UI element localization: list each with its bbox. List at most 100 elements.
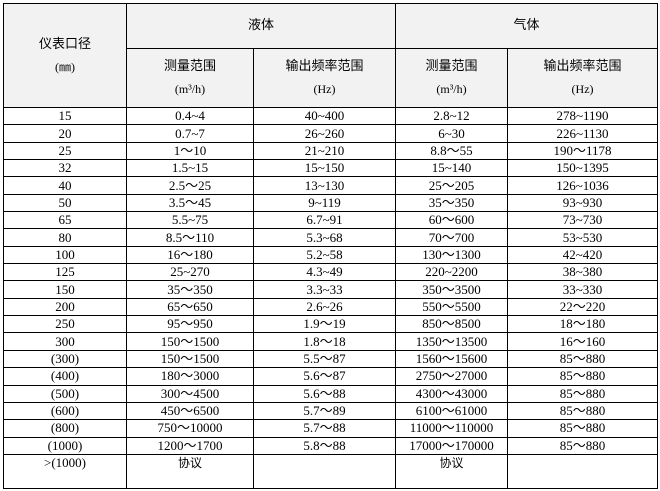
liquid-range-cell: 3.5～45 <box>126 193 254 213</box>
table-row: (800) 750～10000 5.7～88 11000～110000 85～880 <box>3 419 659 438</box>
gas-range-cell: 35～350 <box>395 193 509 213</box>
liquid-range-cell: 65～650 <box>126 297 254 317</box>
gas-range-cell: 2750～27000 <box>395 367 509 386</box>
table-row: 200 65～650 2.6~26 550～5500 22～220 <box>3 297 659 317</box>
label: 输出频率范围 <box>543 59 622 74</box>
gas-range-cell: 11000～110000 <box>395 419 509 438</box>
gas-freq-cell <box>507 453 659 489</box>
liquid-freq-cell: 5.7～89 <box>252 401 397 421</box>
liquid-freq-cell: 5.7～88 <box>252 419 397 438</box>
gas-range-cell: 350～3500 <box>395 280 509 299</box>
liquid-range-cell: 300～4500 <box>126 384 254 403</box>
diameter-cell: 15 <box>3 106 127 126</box>
liquid-range-cell: 150～1500 <box>126 349 254 369</box>
gas-range-cell: 1560～15600 <box>395 349 509 369</box>
gas-freq-cell: 53~530 <box>507 228 659 247</box>
diameter-cell: >(1000) <box>3 453 127 489</box>
gas-range-cell: 17000～170000 <box>395 436 509 455</box>
liquid-range-cell: 0.7~7 <box>126 124 254 143</box>
liquid-range-cell: 95～950 <box>126 315 254 334</box>
table-row: 150 35～350 3.3~33 350～3500 33~330 <box>3 280 659 299</box>
liquid-freq-cell: 13~130 <box>252 176 397 195</box>
liquid-range-cell: 1200～1700 <box>126 436 254 455</box>
label: 测量范围 <box>425 59 478 74</box>
table-row: 65 5.5~75 6.7~91 60～600 73~730 <box>3 211 659 230</box>
liquid-range-cell: 5.5~75 <box>126 211 254 230</box>
liquid-freq-cell: 5.5～87 <box>252 349 397 369</box>
liquid-freq-cell <box>252 453 397 489</box>
table-row: 250 95～950 1.9～19 850～8500 18～180 <box>3 315 659 334</box>
table-row: 50 3.5～45 9~119 35～350 93~930 <box>3 193 659 213</box>
table-row: (400) 180～3000 5.6～87 2750～27000 85～880 <box>3 367 659 386</box>
liquid-range-cell: 750～10000 <box>126 419 254 438</box>
gas-range-cell: 4300～43000 <box>395 384 509 403</box>
diameter-cell: 50 <box>3 193 127 213</box>
liquid-freq-cell: 15~150 <box>252 159 397 178</box>
table-row: (300) 150～1500 5.5～87 1560～15600 85～880 <box>3 349 659 369</box>
gas-freq-cell: 150~1395 <box>507 159 659 178</box>
gas-freq-cell: 16～160 <box>507 332 659 351</box>
flow-range-table: 仪表口径 (㎜) 液体 气体 测量范围 (m³/h) 输出频率范围 (Hz) 测量范… <box>3 3 659 489</box>
header-diameter: 仪表口径 (㎜) <box>3 3 127 108</box>
header-liquid-range: 测量范围 (m³/h) <box>126 48 254 108</box>
gas-range-cell: 协议 <box>395 453 509 489</box>
gas-range-cell: 1350～13500 <box>395 332 509 351</box>
gas-range-cell: 25～205 <box>395 176 509 195</box>
gas-freq-cell: 278~1190 <box>507 106 659 126</box>
liquid-freq-cell: 9~119 <box>252 193 397 213</box>
header-gas: 气体 <box>395 3 659 49</box>
header-diameter-unit: (㎜) <box>55 59 75 74</box>
header-liquid: 液体 <box>125 3 397 49</box>
gas-freq-cell: 126~1036 <box>507 176 659 195</box>
liquid-range-cell: 1～10 <box>126 141 254 161</box>
gas-range-cell: 220~2200 <box>395 263 509 282</box>
table-row: 40 2.5～25 13~130 25～205 126~1036 <box>3 176 659 195</box>
gas-freq-cell: 18～180 <box>507 315 659 334</box>
liquid-freq-cell: 1.9～19 <box>252 315 397 334</box>
gas-freq-cell: 73~730 <box>507 211 659 230</box>
gas-range-cell: 15~140 <box>395 159 509 178</box>
diameter-cell: (600) <box>3 401 127 421</box>
label: 测量范围 <box>163 59 216 74</box>
unit: (m³/h) <box>174 82 206 96</box>
diameter-cell: 40 <box>3 176 127 195</box>
liquid-freq-cell: 3.3~33 <box>252 280 397 299</box>
diameter-cell: 125 <box>3 263 127 282</box>
gas-range-cell: 850～8500 <box>395 315 509 334</box>
diameter-cell: 100 <box>3 245 127 265</box>
gas-range-cell: 2.8~12 <box>395 106 509 126</box>
gas-freq-cell: 33~330 <box>507 280 659 299</box>
gas-range-cell: 6~30 <box>395 124 509 143</box>
table-row: 300 150～1500 1.8～18 1350～13500 16～160 <box>3 332 659 351</box>
liquid-range-cell: 35～350 <box>126 280 254 299</box>
liquid-freq-cell: 40~400 <box>252 106 397 126</box>
liquid-range-cell: 16～180 <box>126 245 254 265</box>
diameter-cell: 20 <box>3 124 127 143</box>
liquid-range-cell: 1.5~15 <box>126 159 254 178</box>
liquid-range-cell: 25~270 <box>126 263 254 282</box>
diameter-cell: 200 <box>3 297 127 317</box>
gas-freq-cell: 85～880 <box>507 419 659 438</box>
table-row: 80 8.5～110 5.3~68 70～700 53~530 <box>3 228 659 247</box>
gas-freq-cell: 85～880 <box>507 436 659 455</box>
unit: (Hz) <box>313 82 336 96</box>
liquid-range-cell: 180～3000 <box>126 367 254 386</box>
gas-freq-cell: 85～880 <box>507 349 659 369</box>
gas-freq-cell: 190～1178 <box>507 141 659 161</box>
diameter-cell: 250 <box>3 315 127 334</box>
gas-freq-cell: 85～880 <box>507 401 659 421</box>
gas-range-cell: 130～1300 <box>395 245 509 265</box>
liquid-freq-cell: 2.6~26 <box>252 297 397 317</box>
liquid-freq-cell: 5.2~58 <box>252 245 397 265</box>
gas-range-cell: 60～600 <box>395 211 509 230</box>
liquid-freq-cell: 5.3~68 <box>252 228 397 247</box>
liquid-freq-cell: 26~260 <box>252 124 397 143</box>
diameter-cell: (400) <box>3 367 127 386</box>
gas-freq-cell: 85～880 <box>507 384 659 403</box>
gas-range-cell: 70～700 <box>395 228 509 247</box>
diameter-cell: 150 <box>3 280 127 299</box>
gas-freq-cell: 226~1130 <box>507 124 659 143</box>
table-row: (600) 450～6500 5.7～89 6100～61000 85～880 <box>3 401 659 421</box>
diameter-cell: 32 <box>3 159 127 178</box>
diameter-cell: 80 <box>3 228 127 247</box>
